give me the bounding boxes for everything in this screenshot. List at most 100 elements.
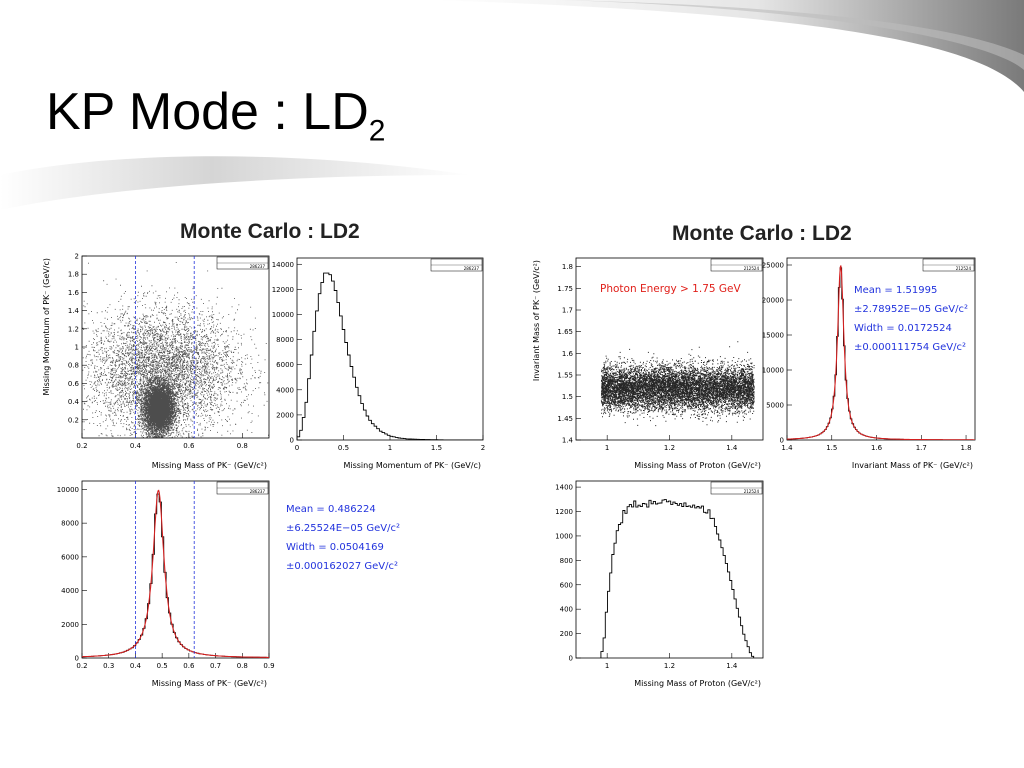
chart-missing-mass-pk-histogram: 0.2 0.3 0.4 0.5 0.6 0.7 0.8 0.9 0 2000 4000 6000 800… [57,480,275,688]
fit-mean-error: ±2.78952E−05 GeV/c² [854,304,968,315]
y-tick-label: 12000 [272,286,294,294]
y-tick-label: 25000 [762,262,784,270]
y-tick-label: 0 [75,655,79,663]
header-swoosh [0,0,1024,210]
y-tick-label: 1.8 [562,263,573,271]
x-tick-label: 0.6 [183,662,195,670]
fit-mean: Mean = 1.51995 [854,285,938,296]
plot-data-layer [82,256,269,438]
plot-frame [81,480,270,659]
y-tick-label: 1000 [555,532,573,540]
y-tick-label: 1.4 [562,437,574,445]
y-tick-label: 1200 [555,508,573,516]
scatter-points [82,262,269,438]
section-title-right: Monte Carlo : LD2 [672,222,852,245]
y-tick-label: 14000 [272,261,294,269]
y-tick-label: 1.2 [68,325,79,333]
fit-width: Width = 0.0172524 [854,323,952,334]
y-tick-label: 15000 [762,332,784,340]
plot-frame [81,255,270,439]
y-tick-label: 0.8 [68,362,79,370]
x-tick-label: 0.8 [237,662,248,670]
scatter-points [600,341,755,427]
y-tick-label: 1.4 [68,307,80,315]
chart-2d-invariant-mass-vs-missing-mass: 1 1.2 1.4 1.4 1.45 1.5 1.55 1.6 1.65 1.7 1.75 1.8 Mi… [532,257,764,470]
section-title-left: Monte Carlo : LD2 [180,220,360,243]
y-tick-label: 1.65 [557,328,573,336]
stats-entries: 212524 [744,489,760,494]
x-tick-label: 0.9 [263,662,274,670]
fit-curve [787,265,975,440]
plot-data-layer [82,481,269,658]
y-tick-label: 2000 [276,411,294,419]
fit-width-error: ±0.000111754 GeV/c² [854,342,966,353]
y-tick-label: 0 [290,437,294,445]
y-tick-label: 1400 [555,484,573,492]
x-tick-label: 0.7 [210,662,221,670]
chart-2d-missing-momentum-vs-mass: 0.2 0.4 0.6 0.8 0.2 0.4 0.6 0.8 1 1.2 1.4 1.6 1.8 2 Mi… [42,253,270,470]
x-tick-label: 1 [388,444,392,452]
x-tick-label: 1.4 [781,444,793,452]
fit-width-error: ±0.000162027 GeV/c² [286,561,398,572]
x-tick-label: 1.4 [726,444,738,452]
y-tick-label: 0.4 [68,398,80,406]
stats-entries: 212524 [956,266,972,271]
y-tick-label: 0 [780,437,784,445]
x-axis-label: Missing Mass of PK⁻ (GeV/c²) [152,461,267,470]
y-tick-label: 10000 [762,367,784,375]
y-tick-label: 4000 [61,587,79,595]
chart-missing-mass-proton-histogram: 1 1.2 1.4 0 200 400 600 800 1000 1200 1400 Missing … [555,480,764,688]
stats-entries: 286237 [250,264,266,269]
x-tick-label: 1 [605,444,609,452]
x-tick-label: 0.2 [76,662,87,670]
x-tick-label: 2 [481,444,485,452]
y-tick-label: 10000 [272,311,294,319]
chart-missing-momentum-histogram: 0 0.5 1 1.5 2 0 2000 4000 6000 8000 10000 12000 1400… [272,257,485,470]
stats-entries: 286237 [250,489,266,494]
x-tick-label: 1.2 [664,444,675,452]
plot-data-layer [600,499,755,658]
x-axis-label: Missing Mass of Proton (GeV/c²) [634,679,761,688]
y-tick-label: 5000 [766,402,784,410]
plot-frame [786,257,976,441]
fit-results-right: Mean = 1.51995 ±2.78952E−05 GeV/c² Width… [854,281,968,357]
y-tick-label: 400 [560,606,573,614]
y-tick-label: 8000 [276,336,294,344]
fit-mean: Mean = 0.486224 [286,504,376,515]
y-tick-label: 800 [560,557,573,565]
y-tick-label: 1.5 [562,393,573,401]
chart-invariant-mass-pk-histogram: 1.4 1.5 1.6 1.7 1.8 0 5000 10000 15000 20000 25000… [762,257,976,470]
x-tick-label: 0.3 [103,662,114,670]
y-tick-label: 8000 [61,520,79,528]
x-axis-label: Missing Mass of PK⁻ (GeV/c²) [152,679,267,688]
y-tick-label: 1.45 [557,415,573,423]
x-tick-label: 0.4 [130,662,142,670]
plot-frame [296,257,484,441]
x-tick-label: 0 [295,444,299,452]
plot-data-layer [297,272,483,440]
y-axis-label: Invariant Mass of PK⁻ (GeV/c²) [532,260,541,381]
x-tick-label: 1 [605,662,609,670]
y-tick-label: 200 [560,630,573,638]
x-tick-label: 1.2 [664,662,675,670]
x-tick-label: 1.5 [431,444,442,452]
y-axis-label: Missing Momentum of PK⁻ (GeV/c) [42,258,51,396]
plot-frame [575,480,764,659]
x-tick-label: 1.5 [826,444,837,452]
stats-entries: 286237 [464,266,480,271]
x-tick-label: 0.5 [338,444,349,452]
x-axis-label: Missing Mass of Proton (GeV/c²) [634,461,761,470]
fit-mean-error: ±6.25524E−05 GeV/c² [286,523,400,534]
fit-curve [82,489,269,658]
x-tick-label: 1.6 [871,444,883,452]
y-tick-label: 0 [569,655,573,663]
photon-energy-annotation: Photon Energy > 1.75 GeV [600,283,741,295]
plot-data-layer [600,341,755,427]
x-tick-label: 0.5 [157,662,168,670]
y-tick-label: 1.7 [562,307,573,315]
y-tick-label: 1.6 [68,289,80,297]
y-tick-label: 6000 [276,361,294,369]
slide-title: KP Mode : LD2 [46,83,386,148]
plot-data-layer [787,265,975,440]
x-tick-label: 1.4 [726,662,738,670]
